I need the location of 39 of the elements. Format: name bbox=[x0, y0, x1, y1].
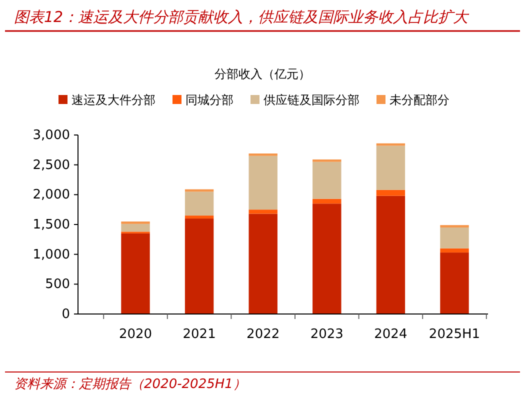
y-tick-label: 3,000 bbox=[32, 128, 70, 143]
bar bbox=[184, 218, 214, 314]
bar bbox=[312, 162, 342, 199]
bar bbox=[376, 146, 406, 190]
x-tick-label: 2020 bbox=[118, 327, 152, 342]
bar bbox=[184, 192, 214, 216]
bar bbox=[376, 196, 406, 314]
bar bbox=[184, 216, 214, 219]
bar bbox=[248, 156, 278, 210]
bar bbox=[440, 227, 469, 248]
y-tick-label: 0 bbox=[62, 307, 70, 322]
bar bbox=[312, 159, 342, 162]
x-tick-label: 2022 bbox=[246, 327, 280, 342]
y-tick-label: 2,500 bbox=[32, 158, 70, 173]
legend-label: 速运及大件分部 bbox=[72, 93, 156, 107]
bar bbox=[440, 252, 469, 314]
y-tick-label: 500 bbox=[45, 277, 70, 292]
bar bbox=[312, 198, 342, 204]
x-tick-label: 2025H1 bbox=[428, 327, 480, 342]
chart-subtitle: 分部收入（亿元） bbox=[214, 67, 310, 81]
bar bbox=[248, 210, 278, 214]
legend-label: 供应链及国际分部 bbox=[264, 93, 360, 107]
bar bbox=[121, 224, 150, 232]
bar bbox=[440, 248, 469, 253]
legend-label: 未分配部分 bbox=[390, 93, 450, 107]
x-tick-label: 2023 bbox=[310, 327, 344, 342]
bar bbox=[312, 204, 342, 314]
x-tick-label: 2021 bbox=[182, 327, 216, 342]
y-tick-label: 2,000 bbox=[32, 188, 70, 203]
bar bbox=[248, 153, 278, 156]
bar bbox=[248, 214, 278, 314]
x-tick-label: 2024 bbox=[374, 327, 408, 342]
bar bbox=[376, 190, 406, 196]
y-tick-label: 1,500 bbox=[32, 218, 70, 232]
legend-label: 同城分部 bbox=[186, 93, 234, 107]
bar bbox=[121, 233, 150, 314]
text: 资料来源：定期报告（2020-2025H1） bbox=[14, 377, 246, 392]
y-tick-label: 1,000 bbox=[32, 247, 70, 262]
chart-title: 图表12：速运及大件分部贡献收入，供应链及国际业务收入占比扩大 bbox=[14, 8, 470, 26]
